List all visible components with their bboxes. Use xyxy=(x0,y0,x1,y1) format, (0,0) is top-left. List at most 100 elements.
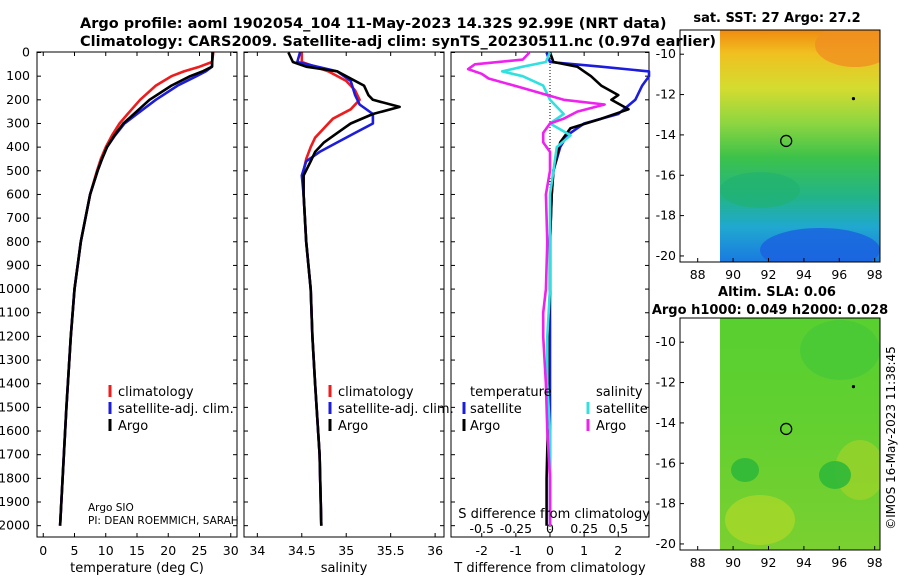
legend-label-s-argo: Argo xyxy=(596,419,626,434)
map-x-tick-label: 92 xyxy=(761,555,777,570)
temperature-xlabel: temperature (deg C) xyxy=(70,561,204,576)
sla-map-axes: 88 90 92 94 96 98 -10 -12 -14 -16 -18 -20 xyxy=(656,334,883,570)
map-y-tick-label: -14 xyxy=(656,127,676,142)
legend-label-climatology: climatology xyxy=(118,385,194,400)
x-tick-label: -2 xyxy=(475,543,487,558)
x-tick-label: 25 xyxy=(192,543,208,558)
legend-label-t-argo: Argo xyxy=(470,419,500,434)
series-line-climatology xyxy=(58,52,215,526)
sst-warm-patch xyxy=(815,30,880,67)
depth-tick-label: 1300 xyxy=(0,352,30,367)
depth-tick-label: 700 xyxy=(6,210,30,225)
depth-tick-label: 600 xyxy=(6,186,30,201)
map-y-tick-label: -18 xyxy=(656,208,676,223)
footer-pi: PI: DEAN ROEMMICH, SARAH xyxy=(88,515,239,527)
x-tick-label: 30 xyxy=(223,543,239,558)
temperature-x-axis: 0 5 10 15 20 25 30 xyxy=(39,52,239,558)
map-x-tick-label: 88 xyxy=(690,267,706,282)
depth-tick-label: 1400 xyxy=(0,376,30,391)
x-tick-label: 35 xyxy=(338,543,354,558)
x-tick-label: 35.5 xyxy=(377,543,405,558)
legend-label-argo: Argo xyxy=(338,419,368,434)
sla-yellow-patch-1 xyxy=(725,495,795,545)
difference-series xyxy=(466,51,651,526)
temperature-legend: climatology satellite-adj. clim. Argo xyxy=(108,385,234,434)
legend-title-temperature: temperature xyxy=(470,385,552,400)
map-y-tick-label: -10 xyxy=(656,46,676,61)
sst-map-marks xyxy=(780,96,856,148)
series-line-argo xyxy=(58,52,214,526)
sst-map-axes: 88 90 92 94 96 98 -10 -12 -14 -16 -18 -20 xyxy=(656,46,883,282)
x-tick-label: 0 xyxy=(546,543,554,558)
legend-title-salinity: salinity xyxy=(596,385,643,400)
legend-label-satellite: satellite-adj. clim. xyxy=(118,402,234,417)
sla-map-title-1: Altim. SLA: 0.06 xyxy=(718,285,836,300)
depth-tick-label: 1200 xyxy=(0,328,30,343)
series-line-satellite-adj-clim- xyxy=(58,52,214,526)
depth-tick-label: 1700 xyxy=(0,447,30,462)
sst-green-patch xyxy=(720,172,800,208)
argo-position-circle xyxy=(780,134,793,148)
depth-axis: 0 100 200 300 400 500 600 700 800 900 1000 1100 1200… xyxy=(0,45,649,533)
temperature-plot-frame xyxy=(36,51,238,538)
map-x-tick-label: 90 xyxy=(725,555,741,570)
x-tick-label: 15 xyxy=(129,543,145,558)
map-x-tick-label: 98 xyxy=(867,555,883,570)
difference-xlabel-top: S difference from climatology xyxy=(458,507,650,522)
header-line1: Argo profile: aoml 1902054_104 11-May-20… xyxy=(80,16,666,32)
sst-heatmap xyxy=(720,30,880,262)
legend-label-satellite: satellite-adj. clim. xyxy=(338,402,454,417)
sla-map-marks xyxy=(780,384,856,436)
x-tick-label: 1 xyxy=(580,543,588,558)
series-line-argo xyxy=(287,51,401,526)
depth-tick-label: 1900 xyxy=(0,494,30,509)
map-x-tick-label: 90 xyxy=(725,267,741,282)
top-tick-label: 0.25 xyxy=(570,521,598,536)
salinity-legend: climatology satellite-adj. clim. Argo xyxy=(328,385,454,434)
sla-map-frame xyxy=(679,317,881,551)
map-y-tick-label: -10 xyxy=(656,334,676,349)
x-tick-label: 2 xyxy=(614,543,622,558)
series-line-satellite-adj-clim- xyxy=(295,52,375,526)
depth-tick-label: 1800 xyxy=(0,470,30,485)
top-tick-label: -0.5 xyxy=(470,521,494,536)
x-tick-label: 5 xyxy=(71,543,79,558)
argo-position-circle xyxy=(780,422,793,436)
header-line2: Climatology: CARS2009. Satellite-adj cli… xyxy=(80,34,716,50)
series-line-s-argo xyxy=(466,51,606,526)
map-y-tick-label: -20 xyxy=(656,248,676,263)
map-x-tick-label: 94 xyxy=(796,267,812,282)
sla-high-patch xyxy=(800,320,880,380)
map-x-tick-label: 94 xyxy=(796,555,812,570)
sla-map-title-2: Argo h1000: 0.049 h2000: 0.028 xyxy=(652,303,888,318)
depth-tick-label: 1000 xyxy=(0,281,30,296)
salinity-xlabel: salinity xyxy=(321,561,368,576)
top-tick-label: 0 xyxy=(546,521,554,536)
depth-tick-label: 900 xyxy=(6,257,30,272)
map-x-tick-label: 96 xyxy=(831,267,847,282)
depth-tick-label: 0 xyxy=(22,45,30,60)
x-tick-label: 10 xyxy=(98,543,114,558)
depth-tick-label: 200 xyxy=(6,92,30,107)
sla-yellow-patch-2 xyxy=(835,440,880,500)
depth-tick-label: 1100 xyxy=(0,305,30,320)
difference-legend: temperature satellite Argo salinity sate… xyxy=(462,385,648,434)
series-line-t-argo xyxy=(545,52,630,526)
map-y-tick-label: -12 xyxy=(656,375,676,390)
series-line-s-satellite xyxy=(500,51,572,526)
difference-xlabel: T difference from climatology xyxy=(453,561,646,576)
legend-label-s-satellite: satellite xyxy=(596,402,648,417)
map-y-tick-label: -20 xyxy=(656,536,676,551)
sst-map-frame xyxy=(679,29,881,263)
map-y-tick-label: -18 xyxy=(656,496,676,511)
top-tick-label: -0.25 xyxy=(500,521,532,536)
temperature-series xyxy=(58,52,215,526)
map-y-tick-label: -14 xyxy=(656,415,676,430)
legend-label-t-satellite: satellite xyxy=(470,402,522,417)
depth-tick-label: 300 xyxy=(6,115,30,130)
map-y-tick-label: -16 xyxy=(656,455,676,470)
map-marker-dot xyxy=(851,384,856,389)
map-x-tick-label: 96 xyxy=(831,555,847,570)
salinity-plot-frame xyxy=(243,51,445,538)
depth-tick-label: 500 xyxy=(6,163,30,178)
